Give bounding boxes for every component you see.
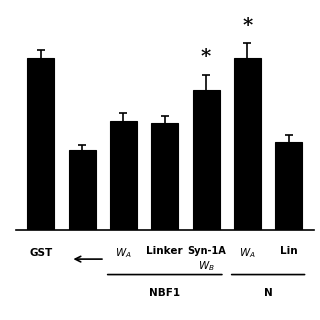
Text: $W_A$: $W_A$ [115,246,132,260]
Text: GST: GST [29,248,52,258]
Bar [28,58,54,230]
Text: $W_B$: $W_B$ [198,259,214,273]
Bar [69,150,96,230]
Text: NBF1: NBF1 [149,288,180,298]
Text: Syn-1A: Syn-1A [187,246,226,256]
Text: Linker: Linker [147,246,183,256]
Text: Lin: Lin [280,246,298,256]
Bar [234,58,261,230]
Bar [276,142,302,230]
Bar [193,90,220,230]
Bar [110,121,137,230]
Text: N: N [264,288,273,298]
Text: $W_A$: $W_A$ [239,246,256,260]
Text: *: * [201,48,211,66]
Bar [151,123,178,230]
Text: *: * [242,17,252,35]
